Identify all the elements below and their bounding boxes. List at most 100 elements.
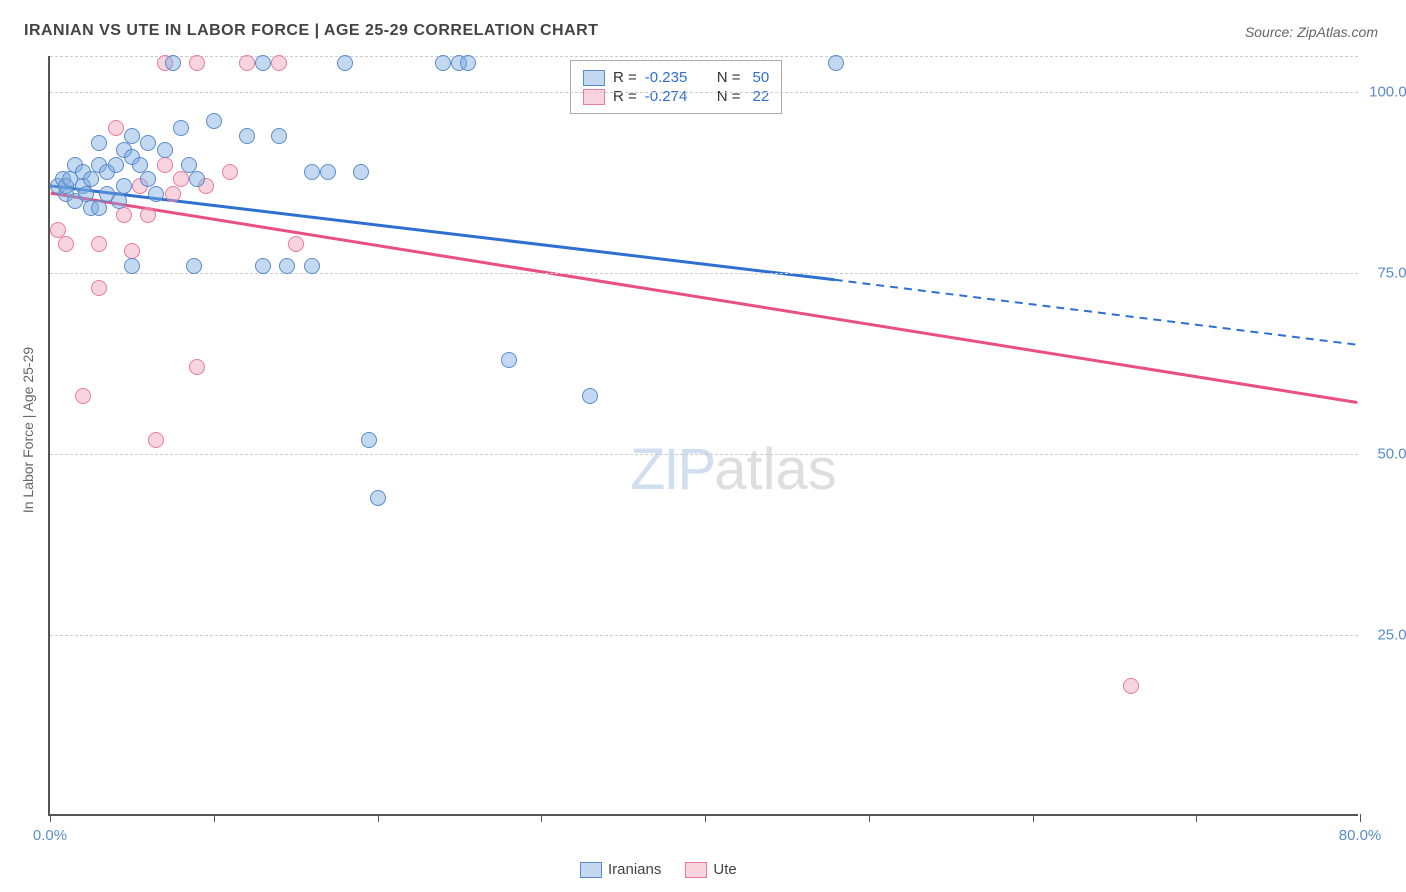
- point-iranians: [140, 171, 156, 187]
- point-iranians: [320, 164, 336, 180]
- point-iranians: [255, 258, 271, 274]
- point-ute: [91, 236, 107, 252]
- point-ute: [157, 157, 173, 173]
- x-tick: [1360, 814, 1361, 822]
- point-ute: [189, 359, 205, 375]
- point-ute: [75, 388, 91, 404]
- point-iranians: [271, 128, 287, 144]
- source-attribution: Source: ZipAtlas.com: [1245, 24, 1378, 40]
- point-iranians: [239, 128, 255, 144]
- n-value: 22: [753, 88, 770, 105]
- x-tick: [705, 814, 706, 822]
- y-tick-label: 50.0%: [1377, 446, 1406, 463]
- point-ute: [271, 55, 287, 71]
- watermark-atlas: atlas: [714, 437, 837, 502]
- point-iranians: [132, 157, 148, 173]
- stats-legend-row: R = -0.274 N = 22: [583, 88, 769, 105]
- n-label: N =: [717, 69, 741, 86]
- point-ute: [165, 186, 181, 202]
- point-ute: [58, 236, 74, 252]
- series-legend-label: Ute: [713, 861, 736, 878]
- legend-swatch: [580, 862, 602, 878]
- point-iranians: [140, 135, 156, 151]
- point-iranians: [91, 135, 107, 151]
- point-ute: [189, 55, 205, 71]
- legend-swatch: [583, 89, 605, 105]
- series-legend-item: Iranians: [580, 861, 661, 878]
- n-label: N =: [717, 88, 741, 105]
- r-value: -0.274: [645, 88, 701, 105]
- y-tick-label: 100.0%: [1369, 84, 1406, 101]
- x-tick: [214, 814, 215, 822]
- chart-container: IRANIAN VS UTE IN LABOR FORCE | AGE 25-2…: [0, 0, 1406, 892]
- x-tick: [869, 814, 870, 822]
- x-tick: [1196, 814, 1197, 822]
- point-iranians: [148, 186, 164, 202]
- point-iranians: [370, 490, 386, 506]
- legend-swatch: [685, 862, 707, 878]
- gridline-h: [50, 92, 1358, 93]
- trendline: [51, 193, 1358, 402]
- series-legend: Iranians Ute: [580, 861, 737, 878]
- chart-title: IRANIAN VS UTE IN LABOR FORCE | AGE 25-2…: [24, 22, 598, 40]
- point-iranians: [501, 352, 517, 368]
- point-ute: [148, 432, 164, 448]
- point-iranians: [279, 258, 295, 274]
- point-ute: [173, 171, 189, 187]
- r-value: -0.235: [645, 69, 701, 86]
- x-tick: [1033, 814, 1034, 822]
- point-iranians: [337, 55, 353, 71]
- point-iranians: [582, 388, 598, 404]
- x-tick-label: 80.0%: [1339, 827, 1382, 844]
- point-iranians: [165, 55, 181, 71]
- point-iranians: [460, 55, 476, 71]
- point-iranians: [124, 128, 140, 144]
- point-iranians: [91, 200, 107, 216]
- point-iranians: [108, 157, 124, 173]
- n-value: 50: [753, 69, 770, 86]
- point-ute: [1123, 678, 1139, 694]
- point-iranians: [361, 432, 377, 448]
- watermark-zip: ZIP: [630, 437, 714, 502]
- point-iranians: [181, 157, 197, 173]
- point-iranians: [206, 113, 222, 129]
- point-iranians: [304, 258, 320, 274]
- gridline-h: [50, 454, 1358, 455]
- y-tick-label: 25.0%: [1377, 627, 1406, 644]
- point-iranians: [116, 178, 132, 194]
- gridline-h: [50, 273, 1358, 274]
- plot-area: ZIPatlas R =-0.235N =50R =-0.274N =22 25…: [48, 56, 1358, 816]
- r-label: R =: [613, 88, 637, 105]
- point-iranians: [304, 164, 320, 180]
- point-iranians: [83, 171, 99, 187]
- x-tick-label: 0.0%: [33, 827, 67, 844]
- trendline: [835, 280, 1358, 345]
- point-iranians: [186, 258, 202, 274]
- point-ute: [116, 207, 132, 223]
- r-label: R =: [613, 69, 637, 86]
- watermark: ZIPatlas: [630, 436, 837, 503]
- point-iranians: [828, 55, 844, 71]
- x-tick: [378, 814, 379, 822]
- legend-swatch: [583, 70, 605, 86]
- y-axis-title: In Labor Force | Age 25-29: [20, 347, 36, 513]
- series-legend-label: Iranians: [608, 861, 661, 878]
- point-ute: [288, 236, 304, 252]
- point-ute: [222, 164, 238, 180]
- point-ute: [108, 120, 124, 136]
- series-legend-item: Ute: [685, 861, 736, 878]
- trendlines-svg: [50, 56, 1358, 814]
- point-iranians: [111, 193, 127, 209]
- point-iranians: [124, 258, 140, 274]
- point-ute: [239, 55, 255, 71]
- x-tick: [541, 814, 542, 822]
- y-tick-label: 75.0%: [1377, 265, 1406, 282]
- point-ute: [140, 207, 156, 223]
- point-iranians: [189, 171, 205, 187]
- point-iranians: [173, 120, 189, 136]
- stats-legend: R = -0.235 N = 50 R = -0.274 N = 22: [570, 60, 782, 114]
- x-tick: [50, 814, 51, 822]
- point-iranians: [353, 164, 369, 180]
- point-iranians: [435, 55, 451, 71]
- point-ute: [50, 222, 66, 238]
